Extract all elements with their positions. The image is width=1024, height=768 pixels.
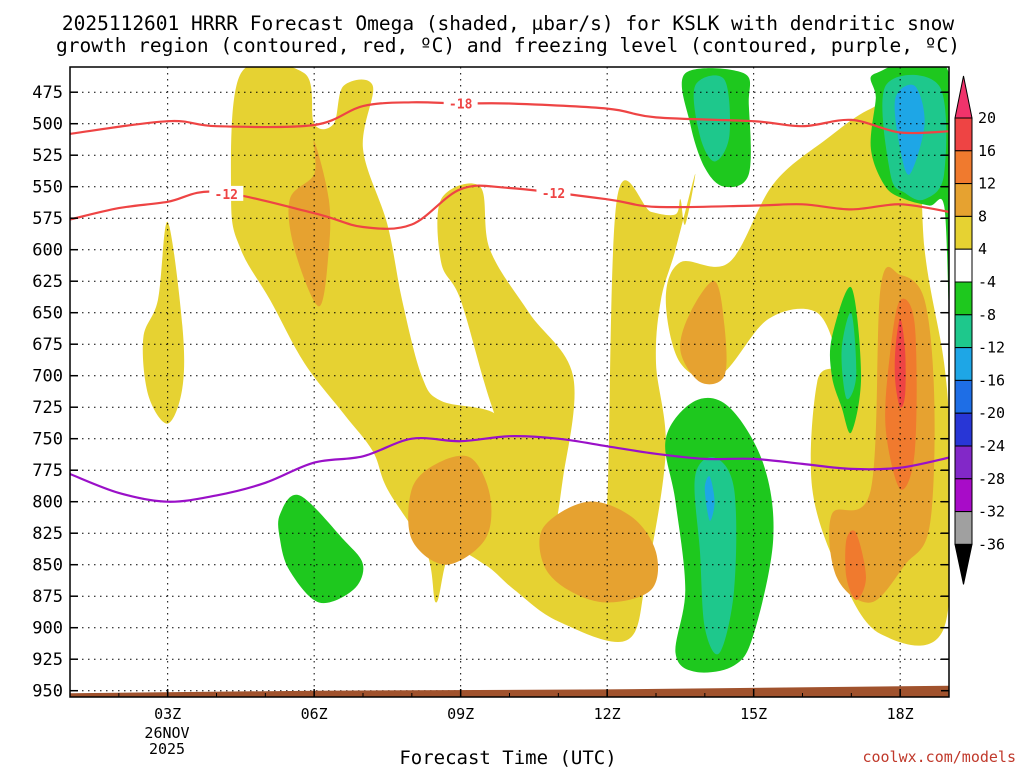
colorbar-label-5: 4 — [978, 240, 987, 258]
colorbar-swatch-7 — [954, 314, 973, 349]
date-label-year: 2025 — [149, 740, 185, 758]
x-tick-label-1: 03Z — [154, 705, 181, 723]
contour-label-2-1: -12 — [215, 188, 238, 203]
x-tick-label-5: 15Z — [740, 705, 767, 723]
grid — [70, 67, 949, 697]
watermark: coolwx.com/models — [862, 748, 1016, 766]
colorbar-swatch-1 — [954, 117, 973, 152]
omega-region-8 — [680, 281, 727, 385]
omega-region-20 — [841, 312, 857, 400]
x-tick-label-2: 06Z — [301, 705, 328, 723]
x-axis: 03Z 06Z 09Z 12Z 15Z 18Z — [118, 689, 950, 723]
colorbar-label-3: 12 — [978, 175, 996, 193]
y-tick-label-3: 525 — [32, 146, 63, 166]
x-axis-title: Forecast Time (UTC) — [399, 747, 616, 768]
colorbar-swatch-9 — [954, 379, 973, 414]
contour-label-bg-1-1 — [443, 95, 478, 111]
colorbar-swatch-6 — [954, 281, 973, 316]
y-tick-label-18: 900 — [32, 619, 63, 639]
omega-region-18 — [694, 457, 737, 655]
colorbar-label-14: -36 — [978, 535, 1005, 553]
contour-label-2-2: -12 — [542, 187, 565, 202]
colorbar-arrow-bottom — [954, 543, 973, 585]
y-tick-label-5: 575 — [32, 209, 63, 229]
contour-line-1 — [70, 101, 949, 135]
colorbar-swatch-10 — [954, 412, 973, 447]
x-tick-label-3: 09Z — [447, 705, 474, 723]
contour-line-3 — [70, 435, 949, 503]
y-tick-label-2: 500 — [32, 115, 63, 135]
colorbar: 20 16 12 8 4 -4 -8 -12 -16 -20 -24 -28 -32 -36 — [954, 75, 1005, 585]
contour-label-1-1: -18 — [449, 98, 473, 113]
chart-title-line2: growth region (contoured, red, ºC) and f… — [56, 34, 960, 57]
y-tick-label-4: 550 — [32, 178, 63, 198]
y-tick-label-10: 700 — [32, 367, 63, 387]
omega-shading — [142, 67, 949, 673]
colorbar-label-10: -20 — [978, 404, 1005, 422]
colorbar-swatch-12 — [954, 478, 973, 513]
terrain — [70, 685, 949, 697]
y-tick-label-17: 875 — [32, 587, 63, 607]
omega-region-5 — [288, 140, 331, 307]
y-tick-label-14: 800 — [32, 493, 63, 513]
y-tick-label-6: 600 — [32, 241, 63, 261]
colorbar-swatch-3 — [954, 183, 973, 217]
colorbar-label-11: -24 — [978, 437, 1005, 455]
colorbar-swatch-5 — [954, 248, 973, 283]
y-tick-label-15: 825 — [32, 524, 63, 544]
y-axis: 475 500 525 550 575 600 625 650 675 700 725 750 775 8… — [32, 83, 949, 702]
y-tick-label-9: 675 — [32, 335, 63, 355]
omega-region-11 — [845, 530, 866, 600]
chart-title-line1: 2025112601 HRRR Forecast Omega (shaded, … — [62, 12, 954, 35]
contours: -18 -12 -12 — [70, 95, 949, 503]
contour-line-2 — [70, 184, 949, 230]
omega-region-22 — [894, 84, 925, 175]
colorbar-swatch-4 — [954, 215, 973, 250]
colorbar-swatch-13 — [954, 511, 973, 545]
terrain-fill — [70, 685, 949, 697]
y-tick-label-1: 475 — [32, 83, 63, 103]
y-tick-label-8: 650 — [32, 304, 63, 324]
y-tick-label-7: 625 — [32, 272, 63, 292]
omega-region-7 — [539, 501, 659, 603]
omega-region-13 — [278, 494, 364, 604]
colorbar-swatch-2 — [954, 150, 973, 185]
colorbar-label-1: 20 — [978, 109, 996, 127]
y-tick-label-20: 950 — [32, 682, 63, 702]
contour-label-bg-2-1 — [209, 185, 244, 201]
omega-region-3 — [437, 183, 575, 540]
colorbar-label-13: -32 — [978, 503, 1005, 521]
omega-region-23 — [704, 476, 715, 521]
y-tick-label-12: 750 — [32, 430, 63, 450]
colorbar-label-6: -4 — [978, 273, 996, 291]
colorbar-label-12: -28 — [978, 470, 1005, 488]
colorbar-label-9: -16 — [978, 371, 1005, 389]
omega-region-19 — [693, 75, 731, 162]
omega-region-12 — [894, 319, 906, 408]
x-tick-label-6: 18Z — [887, 705, 914, 723]
y-tick-label-19: 925 — [32, 650, 63, 670]
colorbar-swatch-11 — [954, 445, 973, 480]
omega-region-6 — [408, 455, 492, 565]
y-tick-label-16: 850 — [32, 556, 63, 576]
date-label-day: 26NOV — [144, 724, 189, 742]
omega-region-2 — [230, 67, 696, 642]
contour-label-bg-2-2 — [536, 185, 571, 201]
colorbar-swatch-8 — [954, 347, 973, 381]
colorbar-label-8: -12 — [978, 339, 1005, 357]
colorbar-label-7: -8 — [978, 306, 996, 324]
y-tick-label-13: 775 — [32, 461, 63, 481]
plot-area: -18 -12 -12 — [69, 66, 950, 698]
y-tick-label-11: 725 — [32, 398, 63, 418]
colorbar-label-2: 16 — [978, 142, 996, 160]
omega-region-1 — [142, 221, 185, 424]
colorbar-label-4: 8 — [978, 207, 987, 225]
colorbar-arrow-top — [954, 75, 973, 119]
x-tick-label-4: 12Z — [594, 705, 621, 723]
